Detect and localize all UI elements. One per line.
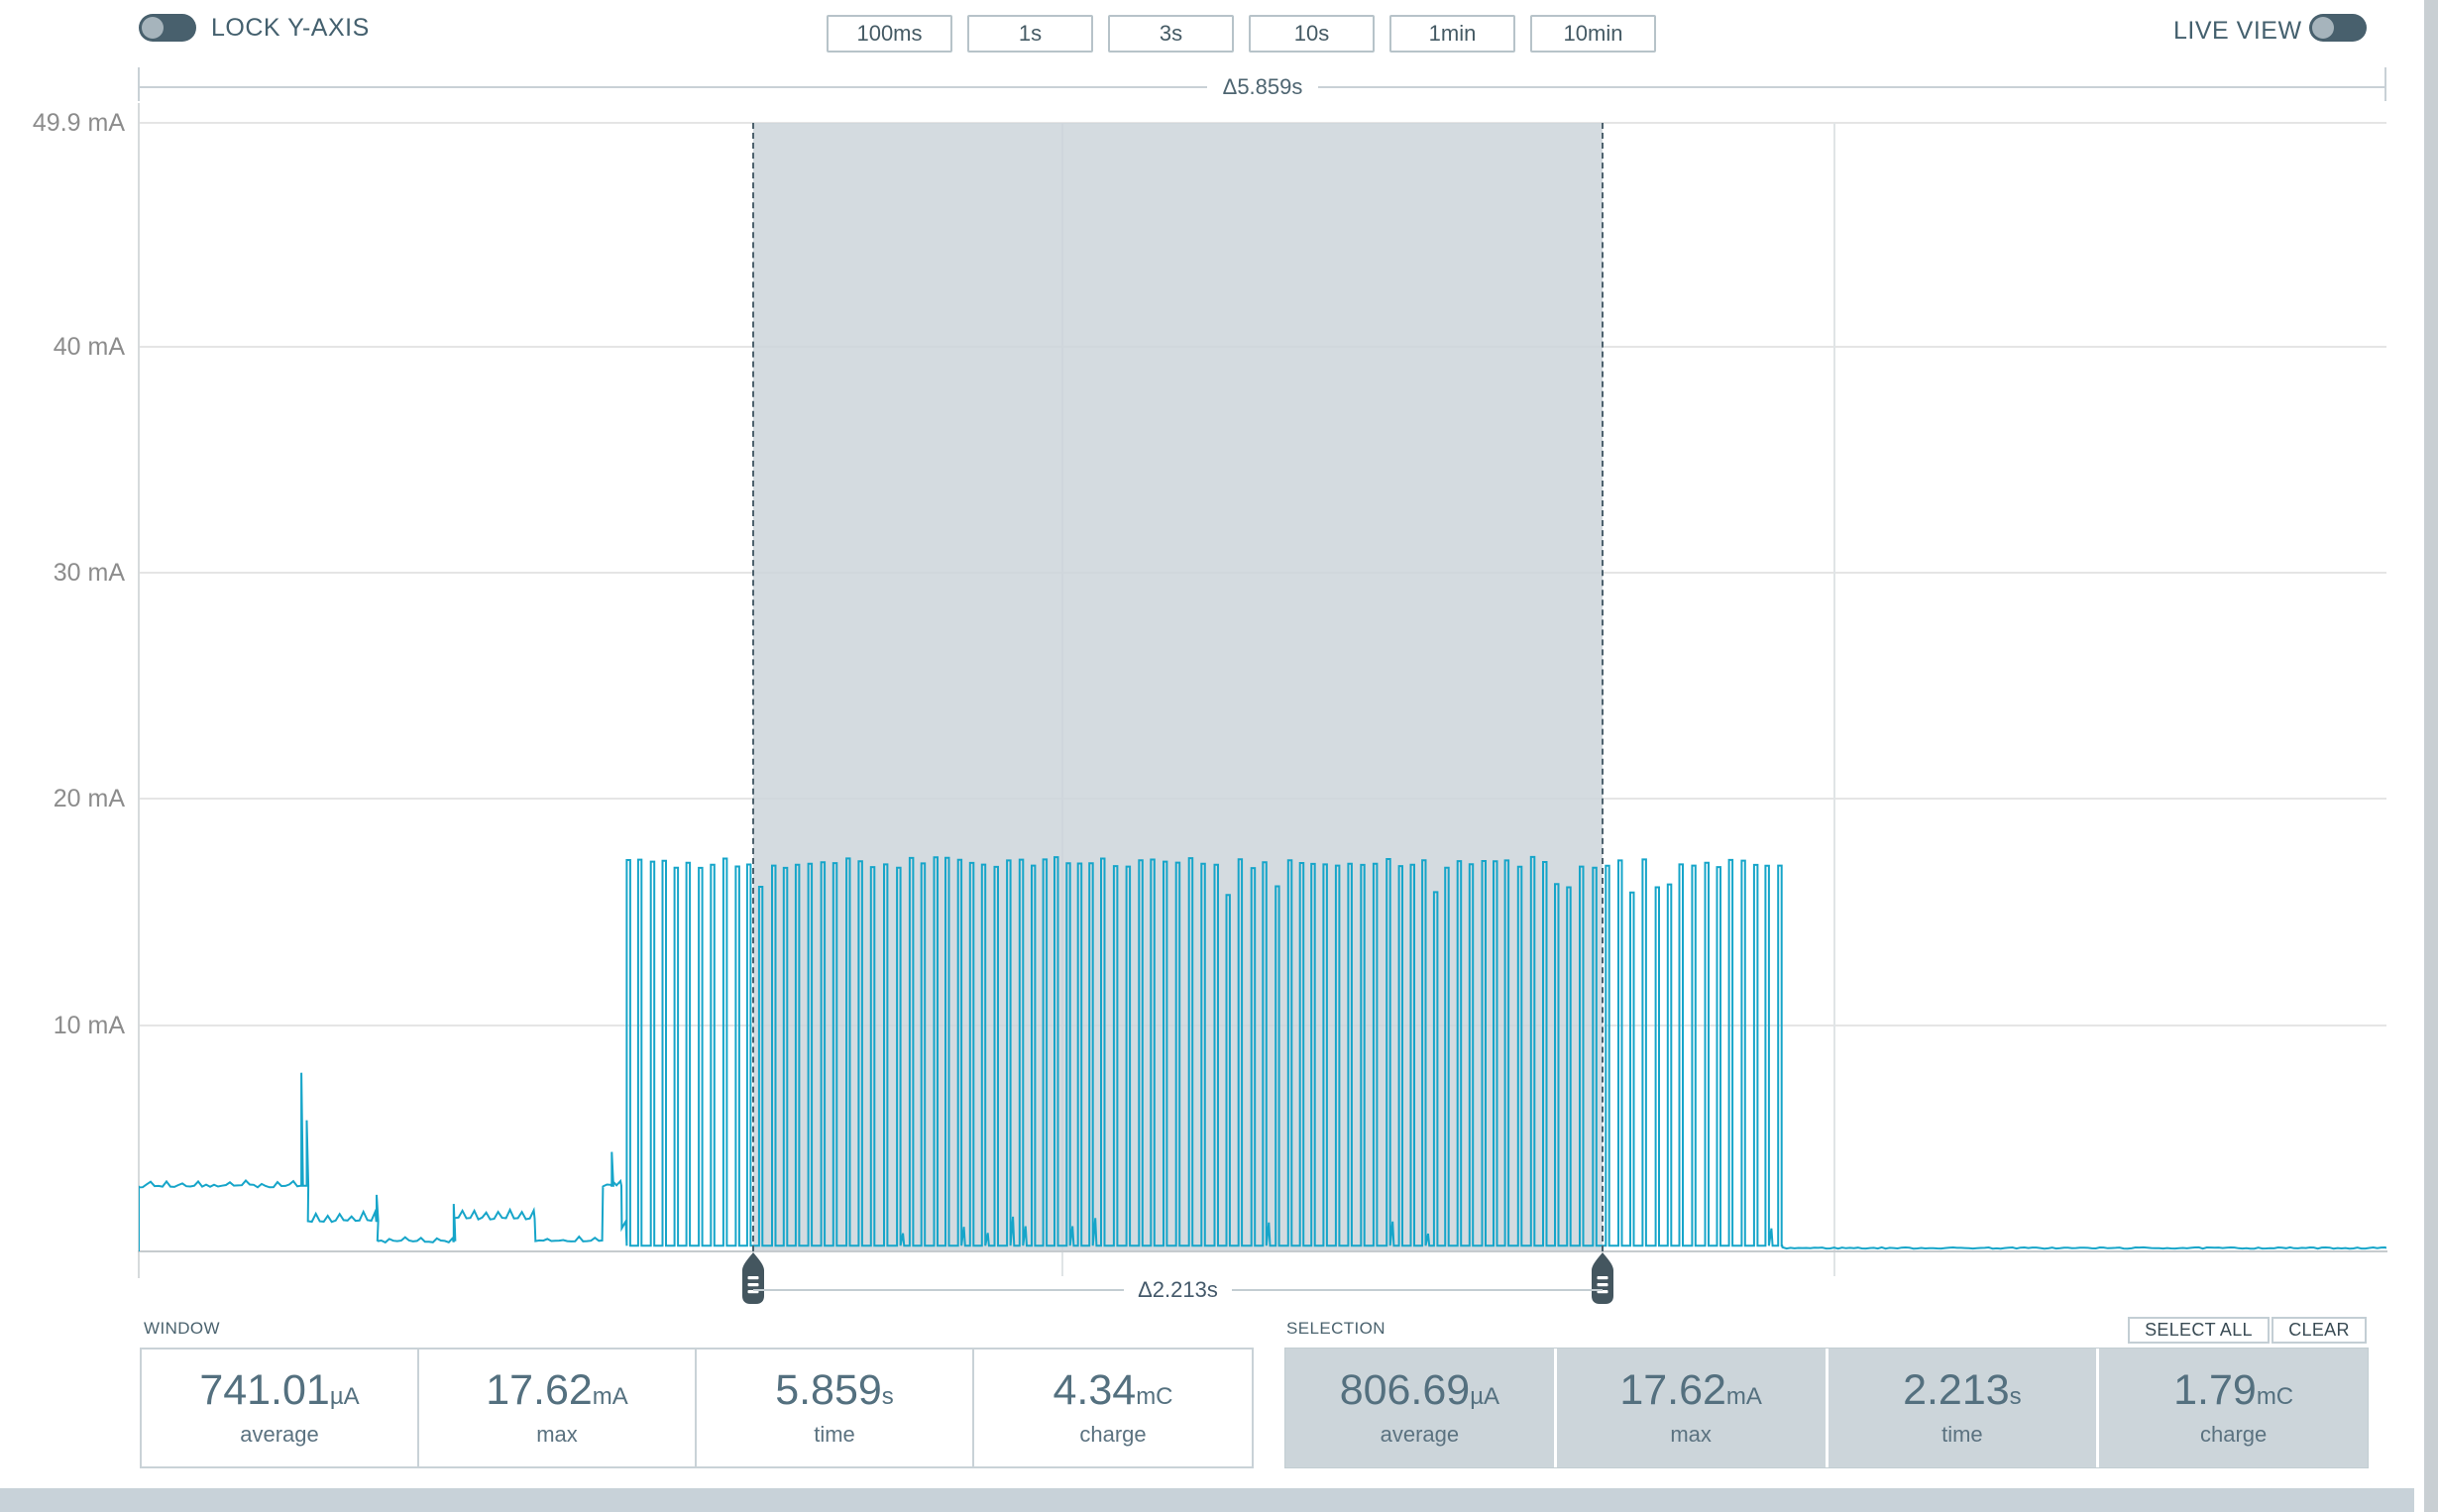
y-axis-tick-label: 10 mA	[53, 1011, 125, 1039]
lock-y-axis-label: LOCK Y-AXIS	[211, 14, 370, 42]
selection-left-boundary[interactable]	[752, 123, 755, 1251]
select-all-button[interactable]: SELECT ALL	[2128, 1317, 2270, 1344]
clear-button[interactable]: CLEAR	[2272, 1317, 2367, 1344]
lock-y-axis-toggle[interactable]	[139, 14, 196, 42]
gridline-vertical	[1832, 123, 1835, 1276]
time-window-button-100ms[interactable]: 100ms	[827, 15, 952, 53]
stat-label: time	[1941, 1421, 1983, 1447]
window-delta-bracket: Δ5.859s	[139, 74, 2386, 100]
horizontal-scrollbar[interactable]	[0, 1488, 2414, 1512]
stat-unit: mA	[1725, 1382, 1762, 1410]
selection-delta-bracket: Δ2.213s	[753, 1276, 1603, 1304]
stat-label: charge	[1079, 1421, 1147, 1447]
window-delta-label: Δ5.859s	[1222, 74, 1303, 99]
stat-value: 17.62	[1619, 1365, 1726, 1414]
selection-stat-average: 806.69µA average	[1285, 1349, 1554, 1467]
stat-label: charge	[2199, 1421, 2268, 1447]
stat-unit: mA	[592, 1382, 628, 1410]
selection-delta-label: Δ2.213s	[1138, 1277, 1218, 1302]
window-panel-title: WINDOW	[144, 1319, 220, 1338]
stat-unit: s	[2009, 1382, 2022, 1410]
window-stat-max: 17.62mA max	[419, 1350, 697, 1466]
selection-right-handle[interactable]	[1590, 1251, 1615, 1305]
y-axis-tick-label: 40 mA	[53, 332, 125, 361]
time-window-button-3s[interactable]: 3s	[1108, 15, 1234, 53]
x-axis-line	[138, 1250, 2387, 1252]
stat-value: 2.213	[1903, 1365, 2010, 1414]
selection-stat-charge: 1.79mC charge	[2099, 1349, 2368, 1467]
time-window-button-1min[interactable]: 1min	[1389, 15, 1515, 53]
selection-stats-panel: 806.69µA average 17.62mA max 2.213s time…	[1284, 1348, 2369, 1468]
stat-unit: µA	[1470, 1382, 1500, 1410]
live-view-toggle-knob	[2312, 17, 2334, 39]
selection-stat-time: 2.213s time	[1828, 1349, 2097, 1467]
lock-y-axis-toggle-knob	[142, 17, 164, 39]
stat-unit: µA	[329, 1382, 360, 1410]
current-waveform	[139, 855, 2386, 1251]
stat-label: time	[814, 1421, 855, 1447]
time-window-button-group: 100ms 1s 3s 10s 1min 10min	[827, 15, 1656, 53]
live-view-label: LIVE VIEW	[2173, 17, 2302, 45]
stat-unit: mC	[2256, 1382, 2294, 1410]
y-axis-tick-label: 20 mA	[53, 785, 125, 813]
window-stat-charge: 4.34mC charge	[974, 1350, 1252, 1466]
stat-value: 741.01	[199, 1365, 330, 1414]
y-axis-line	[138, 103, 140, 1278]
selection-stat-max: 17.62mA max	[1556, 1349, 1826, 1467]
stat-value: 5.859	[775, 1365, 882, 1414]
stat-value: 17.62	[486, 1365, 593, 1414]
window-stat-time: 5.859s time	[697, 1350, 974, 1466]
stat-value: 4.34	[1053, 1365, 1137, 1414]
window-stats-panel: 741.01µA average 17.62mA max 5.859s time…	[140, 1348, 1254, 1468]
selection-panel-title: SELECTION	[1286, 1319, 1385, 1338]
window-bracket-left-tick	[138, 67, 140, 101]
stat-label: max	[1670, 1421, 1712, 1447]
time-window-button-10min[interactable]: 10min	[1530, 15, 1656, 53]
stat-unit: s	[881, 1382, 894, 1410]
window-bracket-right-tick	[2384, 67, 2386, 101]
stat-label: average	[1380, 1421, 1460, 1447]
live-view-toggle[interactable]	[2309, 14, 2367, 42]
stat-unit: mC	[1136, 1382, 1173, 1410]
selection-right-boundary[interactable]	[1601, 123, 1604, 1251]
y-axis-tick-label: 30 mA	[53, 559, 125, 588]
stat-value: 806.69	[1339, 1365, 1471, 1414]
time-window-button-10s[interactable]: 10s	[1249, 15, 1375, 53]
y-axis-tick-label: 49.9 mA	[32, 109, 125, 137]
stat-label: average	[240, 1421, 319, 1447]
stat-label: max	[536, 1421, 578, 1447]
time-window-button-1s[interactable]: 1s	[967, 15, 1093, 53]
selection-left-handle[interactable]	[740, 1251, 766, 1305]
vertical-scrollbar[interactable]	[2424, 0, 2438, 1512]
stat-value: 1.79	[2173, 1365, 2257, 1414]
window-stat-average: 741.01µA average	[142, 1350, 419, 1466]
